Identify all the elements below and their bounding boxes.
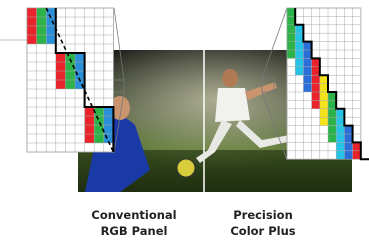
subpixel (336, 134, 344, 142)
subpixel (27, 17, 37, 26)
subpixel (75, 53, 85, 62)
subpixel (295, 58, 303, 66)
subpixel (56, 53, 66, 62)
subpixel (85, 107, 95, 116)
subpixel (344, 126, 352, 134)
subpixel (336, 109, 344, 117)
subpixel (104, 125, 114, 134)
label-line: Color Plus (230, 224, 295, 238)
subpixel (344, 142, 352, 150)
subpixel (287, 8, 295, 16)
subpixel (65, 80, 75, 89)
subpixel (46, 35, 56, 44)
subpixel (320, 100, 328, 108)
subpixel (312, 58, 320, 66)
subpixel (344, 134, 352, 142)
subpixel (46, 26, 56, 35)
subpixel (328, 134, 336, 142)
subpixel (303, 75, 311, 83)
label-line: Conventional (91, 208, 176, 222)
subpixel (336, 151, 344, 159)
subpixel (104, 116, 114, 125)
subpixel (320, 92, 328, 100)
subpixel (46, 17, 56, 26)
subpixel (27, 8, 37, 17)
subpixel (287, 42, 295, 50)
subpixel (303, 50, 311, 58)
subpixel (295, 67, 303, 75)
subpixel (328, 109, 336, 117)
subpixel (320, 117, 328, 125)
subpixel (94, 116, 104, 125)
subpixel (320, 75, 328, 83)
subpixel (320, 84, 328, 92)
subpixel (85, 134, 95, 143)
subpixel (336, 117, 344, 125)
subpixel (312, 84, 320, 92)
subpixel (56, 71, 66, 80)
subpixel (303, 84, 311, 92)
precision-pixel-zoom (287, 8, 369, 159)
subpixel (37, 17, 47, 26)
subpixel (37, 8, 47, 17)
subpixel (287, 33, 295, 41)
subpixel (312, 92, 320, 100)
subpixel (56, 80, 66, 89)
subpixel (65, 71, 75, 80)
subpixel (353, 142, 361, 150)
subpixel (85, 116, 95, 125)
subpixel (303, 67, 311, 75)
subpixel (94, 134, 104, 143)
subpixel (295, 33, 303, 41)
subpixel (94, 107, 104, 116)
subpixel (328, 126, 336, 134)
subpixel (37, 26, 47, 35)
rgb-pixel-zoom (27, 8, 113, 152)
subpixel (37, 35, 47, 44)
subpixel (328, 92, 336, 100)
subpixel (295, 42, 303, 50)
subpixel (295, 25, 303, 33)
comparison-illustration: Conventional RGB Panel Precision Color P… (0, 0, 369, 249)
subpixel (353, 151, 361, 159)
subpixel (85, 125, 95, 134)
subpixel (328, 117, 336, 125)
subpixel (312, 75, 320, 83)
subpixel (287, 25, 295, 33)
subpixel (295, 50, 303, 58)
label-line: RGB Panel (101, 224, 168, 238)
subpixel (320, 109, 328, 117)
subpixel (75, 62, 85, 71)
subpixel (344, 151, 352, 159)
label-line: Precision (233, 208, 293, 222)
subpixel (27, 35, 37, 44)
subpixel (287, 50, 295, 58)
subpixel (328, 100, 336, 108)
subpixel (303, 42, 311, 50)
subpixel (104, 107, 114, 116)
subpixel (287, 16, 295, 24)
subpixel (312, 67, 320, 75)
subpixel (27, 26, 37, 35)
subpixel (56, 62, 66, 71)
subpixel (336, 142, 344, 150)
subpixel (303, 58, 311, 66)
subpixel (336, 126, 344, 134)
subpixel (312, 100, 320, 108)
